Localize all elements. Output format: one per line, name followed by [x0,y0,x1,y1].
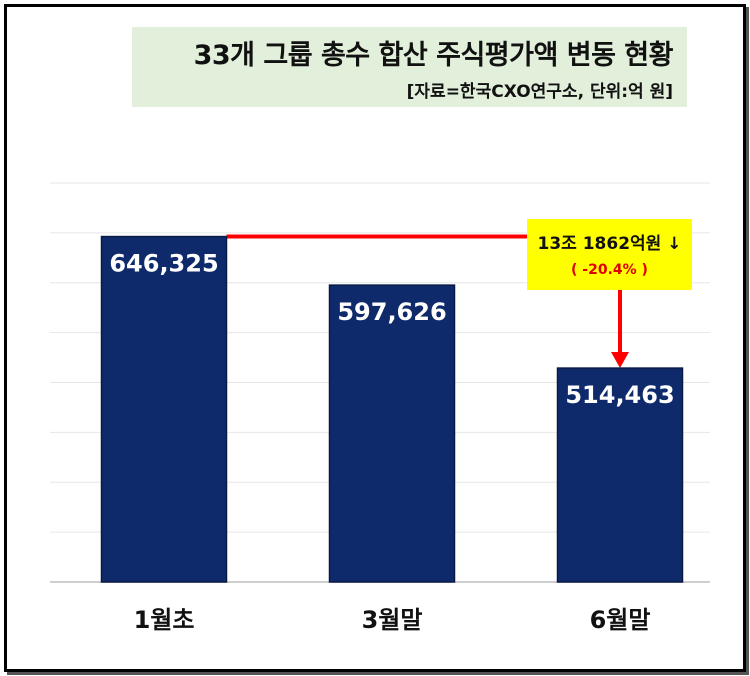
data-label: 646,325 [109,250,218,278]
x-tick-label: 1월초 [134,606,195,634]
change-amount-label: 13조 1862억원 ↓ [537,234,682,254]
title-box: 33개 그룹 총수 합산 주식평가액 변동 현황 [자료=한국CXO연구소, 단… [132,27,687,107]
arrow-head-icon [611,352,629,368]
bar-3 [556,367,684,583]
chart-frame [4,4,746,672]
data-label: 597,626 [337,298,446,326]
chart-subtitle: [자료=한국CXO연구소, 단위:억 원] [406,82,673,102]
change-callout: 13조 1862억원 ↓ ( -20.4% ) [527,219,692,290]
x-tick-label: 3월말 [362,606,423,634]
x-tick-label: 6월말 [590,606,651,634]
data-label: 514,463 [565,381,674,409]
bar-2 [328,284,456,583]
change-percent-label: ( -20.4% ) [571,262,648,278]
chart-title: 33개 그룹 총수 합산 주식평가액 변동 현황 [193,40,674,71]
bar-1 [100,235,228,583]
